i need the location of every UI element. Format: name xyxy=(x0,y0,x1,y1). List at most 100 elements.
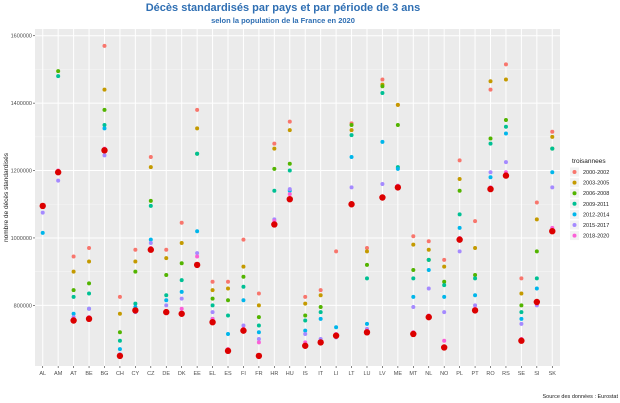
data-point xyxy=(164,273,169,278)
data-point xyxy=(457,176,462,181)
highlight-point xyxy=(425,313,432,321)
data-point xyxy=(226,279,231,284)
data-point xyxy=(148,165,153,170)
data-point xyxy=(241,274,246,279)
data-point xyxy=(411,276,416,281)
data-point xyxy=(102,107,107,112)
data-point xyxy=(488,170,493,175)
y-tick-label: 800000 xyxy=(14,303,32,309)
data-point xyxy=(318,288,323,293)
data-point xyxy=(71,288,76,293)
data-point xyxy=(133,247,138,252)
x-tick-label: IT xyxy=(318,371,324,377)
data-point xyxy=(195,126,200,131)
data-point xyxy=(349,128,354,133)
data-point xyxy=(349,185,354,190)
data-point xyxy=(426,247,431,252)
highlight-point xyxy=(302,342,309,349)
data-point xyxy=(488,136,493,141)
data-point xyxy=(426,239,431,244)
data-point xyxy=(488,175,493,180)
x-tick-label: LT xyxy=(349,371,356,377)
highlight-point xyxy=(363,329,371,336)
data-point xyxy=(349,155,354,160)
highlight-point xyxy=(549,228,556,235)
data-point xyxy=(318,316,323,321)
data-point xyxy=(117,347,122,352)
highlight-point xyxy=(286,195,293,203)
data-point xyxy=(102,126,107,131)
data-point xyxy=(303,313,308,318)
data-point xyxy=(380,84,385,89)
data-point xyxy=(364,276,369,281)
y-tick-label: 1200000 xyxy=(11,169,32,175)
data-point xyxy=(287,168,292,173)
x-tick-label: AT xyxy=(70,371,77,377)
data-point xyxy=(148,240,153,245)
data-point xyxy=(457,212,462,217)
data-point xyxy=(210,310,215,315)
x-tick-label: CZ xyxy=(147,371,155,377)
data-point xyxy=(426,267,431,272)
highlight-point xyxy=(379,194,386,201)
y-tick-label: 1000000 xyxy=(11,236,32,242)
data-point xyxy=(519,321,524,326)
data-point xyxy=(287,192,292,197)
data-point xyxy=(102,87,107,92)
data-point xyxy=(503,131,508,136)
data-point xyxy=(364,249,369,254)
data-point xyxy=(442,338,447,343)
data-point xyxy=(550,134,555,139)
data-point xyxy=(179,289,184,294)
highlight-point xyxy=(332,332,340,339)
x-tick-label: SK xyxy=(549,371,557,377)
data-point xyxy=(364,262,369,267)
data-point xyxy=(334,249,339,254)
x-tick-label: FI xyxy=(241,371,246,377)
highlight-point xyxy=(471,307,479,314)
data-point xyxy=(272,146,277,151)
data-point xyxy=(87,306,92,311)
highlight-point xyxy=(518,337,525,344)
data-point xyxy=(364,246,369,251)
data-point xyxy=(457,225,462,230)
highlight-point xyxy=(440,344,448,351)
highlight-point xyxy=(54,169,62,176)
data-point xyxy=(71,269,76,274)
highlight-point xyxy=(240,327,247,334)
data-point xyxy=(210,279,215,284)
y-axis-title: nombre de décès standardisés xyxy=(3,152,10,242)
data-point xyxy=(488,87,493,92)
data-point xyxy=(303,328,308,333)
data-point xyxy=(40,210,45,215)
x-tick-label: IS xyxy=(303,371,309,377)
legend-label: 2003-2005 xyxy=(583,181,609,187)
x-tick-label: CY xyxy=(132,371,140,377)
data-point xyxy=(457,249,462,254)
data-point xyxy=(395,166,400,171)
y-tick-label: 1600000 xyxy=(11,34,32,40)
data-point xyxy=(241,237,246,242)
data-point xyxy=(411,294,416,299)
data-point xyxy=(380,77,385,82)
data-point xyxy=(550,185,555,190)
data-point xyxy=(442,279,447,284)
legend-label: 2015-2017 xyxy=(583,223,609,229)
highlight-point xyxy=(209,318,216,326)
legend-title: troisannees xyxy=(572,158,606,165)
data-point xyxy=(334,325,339,330)
highlight-point xyxy=(39,202,46,210)
data-point xyxy=(179,278,184,283)
legend-label: 2006-2008 xyxy=(583,191,609,197)
data-point xyxy=(210,288,215,293)
y-axis: 800000 1000000 1200000 1400000 1600000 xyxy=(11,34,35,309)
data-point xyxy=(195,107,200,112)
data-point xyxy=(349,133,354,138)
data-point xyxy=(287,119,292,124)
data-point xyxy=(71,254,76,259)
data-point xyxy=(117,338,122,343)
highlight-point xyxy=(456,236,463,243)
x-tick-label: AL xyxy=(39,371,46,377)
data-point xyxy=(226,298,231,303)
data-point xyxy=(241,264,246,269)
